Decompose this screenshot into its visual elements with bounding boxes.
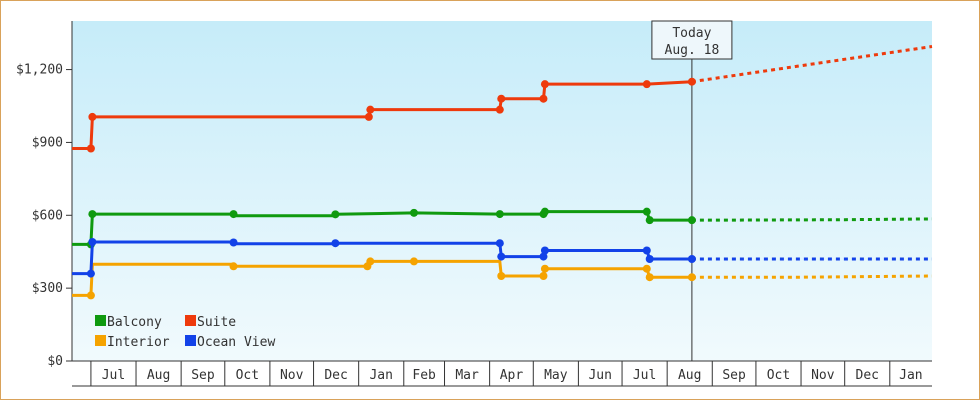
x-tick-label: Apr <box>500 368 524 383</box>
x-tick-label: Aug <box>678 368 701 383</box>
series-group <box>72 45 933 300</box>
suite-forecast-line <box>691 45 933 84</box>
x-tick-label: Nov <box>811 368 835 383</box>
x-tick-label: Jul <box>102 368 125 383</box>
interior-data-point <box>409 257 418 266</box>
x-tick-label: Jul <box>633 368 656 383</box>
legend-label-ocean-view: Ocean View <box>197 335 275 350</box>
ocean-view-data-point <box>495 239 504 248</box>
balcony-history-line <box>72 210 692 246</box>
ocean-view-data-point <box>331 239 340 248</box>
legend-swatch-interior <box>95 335 106 346</box>
x-tick-label: Oct <box>236 368 259 383</box>
balcony-data-point <box>88 210 97 219</box>
x-tick-label: Jan <box>899 368 922 383</box>
today-label-box <box>651 20 733 60</box>
x-tick-label: Feb <box>412 368 436 383</box>
legend-label-suite: Suite <box>197 315 236 330</box>
y-tick-label: $900 <box>32 135 63 150</box>
today-date-label: Aug. 18 <box>665 43 720 58</box>
interior-data-point <box>687 273 696 282</box>
y-axis: $0 $300 $600 $900 $1,200 <box>16 21 73 369</box>
suite-data-point <box>687 77 696 86</box>
balcony-data-point <box>409 208 418 217</box>
ocean-view-data-point <box>687 255 696 263</box>
suite-data-point <box>540 80 549 89</box>
today-label: Today <box>672 26 711 41</box>
y-tick-label: $300 <box>32 281 63 296</box>
ocean-view-data-point <box>229 238 238 247</box>
ocean-view-data-point <box>86 269 95 278</box>
x-tick-label: Mar <box>455 368 479 383</box>
legend-label-balcony: Balcony <box>107 315 162 330</box>
ocean-view-data-point <box>540 246 549 255</box>
legend: Balcony Suite Interior Ocean View <box>95 315 275 350</box>
plot-background <box>72 21 932 361</box>
today-marker: Today Aug. 18 <box>651 20 733 361</box>
balcony-data-point <box>687 216 696 225</box>
y-tick-label: $1,200 <box>16 63 63 78</box>
x-tick-label: Dec <box>856 368 879 383</box>
balcony-data-point <box>331 210 340 219</box>
legend-swatch-suite <box>185 315 196 326</box>
balcony-data-point <box>229 210 238 219</box>
legend-swatch-ocean-view <box>185 335 196 346</box>
balcony-forecast-line <box>691 217 933 222</box>
suite-data-point <box>366 105 375 114</box>
balcony-data-point <box>642 207 651 216</box>
suite-data-point <box>642 80 651 89</box>
suite-data-point <box>497 94 506 103</box>
legend-swatch-balcony <box>95 315 106 326</box>
x-tick-label: Nov <box>280 368 304 383</box>
x-tick-label: Aug <box>147 368 170 383</box>
y-tick-label: $600 <box>32 208 63 223</box>
interior-data-point <box>642 264 651 273</box>
x-tick-label: Dec <box>324 368 347 383</box>
x-tick-label: Sep <box>722 368 746 383</box>
suite-data-point <box>88 112 97 121</box>
interior-data-point <box>229 262 238 271</box>
balcony-data-point <box>495 210 504 219</box>
ocean-view-data-point <box>645 255 654 263</box>
interior-history-line <box>72 259 692 297</box>
suite-data-point <box>539 94 548 103</box>
x-tick-label: May <box>544 368 568 383</box>
x-tick-label: Jan <box>369 368 392 383</box>
ocean-view-data-point <box>497 252 506 261</box>
legend-label-interior: Interior <box>107 335 170 350</box>
suite-data-point <box>364 112 373 121</box>
y-tick-label: $0 <box>47 354 63 369</box>
ocean-view-data-point <box>88 238 97 246</box>
suite-data-point <box>86 144 95 153</box>
x-axis: Jul Aug Sep Oct Nov Dec Jan Feb Mar Apr May Jun Jul A… <box>72 360 932 387</box>
interior-data-point <box>539 272 548 280</box>
x-tick-label: Jun <box>588 368 611 383</box>
interior-data-point <box>86 291 95 300</box>
balcony-data-point <box>540 207 549 216</box>
interior-data-point <box>540 264 549 273</box>
interior-data-point <box>366 257 375 266</box>
ocean-view-data-point <box>642 246 651 255</box>
interior-data-point <box>497 272 506 280</box>
interior-data-point <box>645 273 654 282</box>
x-tick-label: Oct <box>767 368 790 383</box>
suite-data-point <box>495 105 504 114</box>
ocean-view-history-line <box>72 240 692 276</box>
x-tick-label: Sep <box>191 368 215 383</box>
balcony-data-point <box>645 216 654 225</box>
ocean-view-data-point <box>539 252 548 261</box>
